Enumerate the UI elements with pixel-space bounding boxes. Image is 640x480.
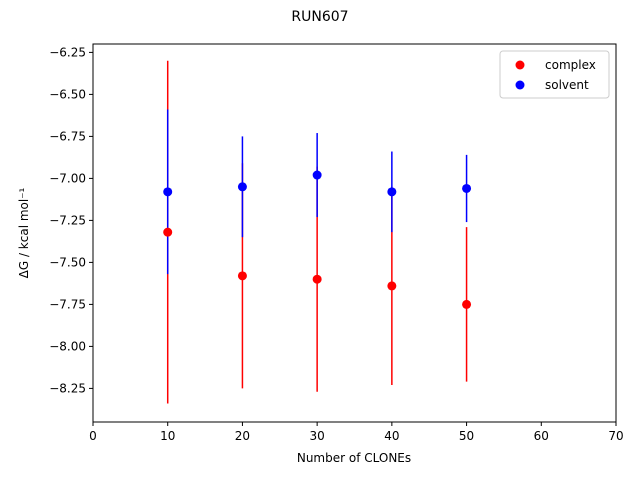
y-axis: −8.25 −8.00 −7.75 −7.50 −7.25 −7.00 −6.75 −6.50… [49, 45, 93, 395]
x-tick-label-6: 60 [534, 429, 549, 443]
x-axis-label: Number of CLONEs [297, 451, 411, 465]
point-solvent-3 [387, 187, 397, 197]
x-tick-label-4: 40 [384, 429, 399, 443]
y-tick-label-6: −6.75 [49, 129, 86, 143]
point-solvent-1 [237, 182, 247, 192]
x-axis: 0 10 20 30 40 50 60 70 [89, 422, 624, 443]
x-tick-label-3: 30 [310, 429, 325, 443]
y-tick-label-5: −7.00 [49, 171, 86, 185]
legend-marker-solvent [515, 80, 525, 90]
point-complex-1 [237, 271, 247, 281]
point-solvent-2 [312, 170, 322, 180]
axes-frame [92, 43, 617, 423]
y-tick-label-4: −7.25 [49, 213, 86, 227]
legend: complex solvent [499, 50, 610, 99]
point-complex-3 [387, 281, 397, 291]
point-complex-2 [312, 274, 322, 284]
legend-marker-complex [515, 60, 525, 70]
x-tick-label-0: 0 [89, 429, 97, 443]
x-tick-label-1: 10 [160, 429, 175, 443]
legend-label-solvent: solvent [545, 78, 589, 92]
plot-area [92, 43, 617, 423]
y-tick-label-7: −6.50 [49, 87, 86, 101]
point-complex-0 [163, 227, 173, 237]
y-tick-label-3: −7.50 [49, 255, 86, 269]
y-axis-label: ΔG / kcal mol⁻¹ [17, 187, 31, 278]
legend-label-complex: complex [545, 58, 596, 72]
legend-box [499, 50, 610, 99]
chart-title: RUN607 [291, 9, 348, 25]
x-tick-label-2: 20 [235, 429, 250, 443]
point-solvent-0 [163, 187, 173, 197]
y-tick-label-8: −6.25 [49, 45, 86, 59]
y-tick-label-0: −8.25 [49, 381, 86, 395]
y-tick-label-2: −7.75 [49, 297, 86, 311]
x-tick-label-7: 70 [608, 429, 623, 443]
point-complex-4 [462, 299, 472, 309]
point-solvent-4 [462, 183, 472, 193]
x-tick-label-5: 50 [459, 429, 474, 443]
y-tick-label-1: −8.00 [49, 339, 86, 353]
